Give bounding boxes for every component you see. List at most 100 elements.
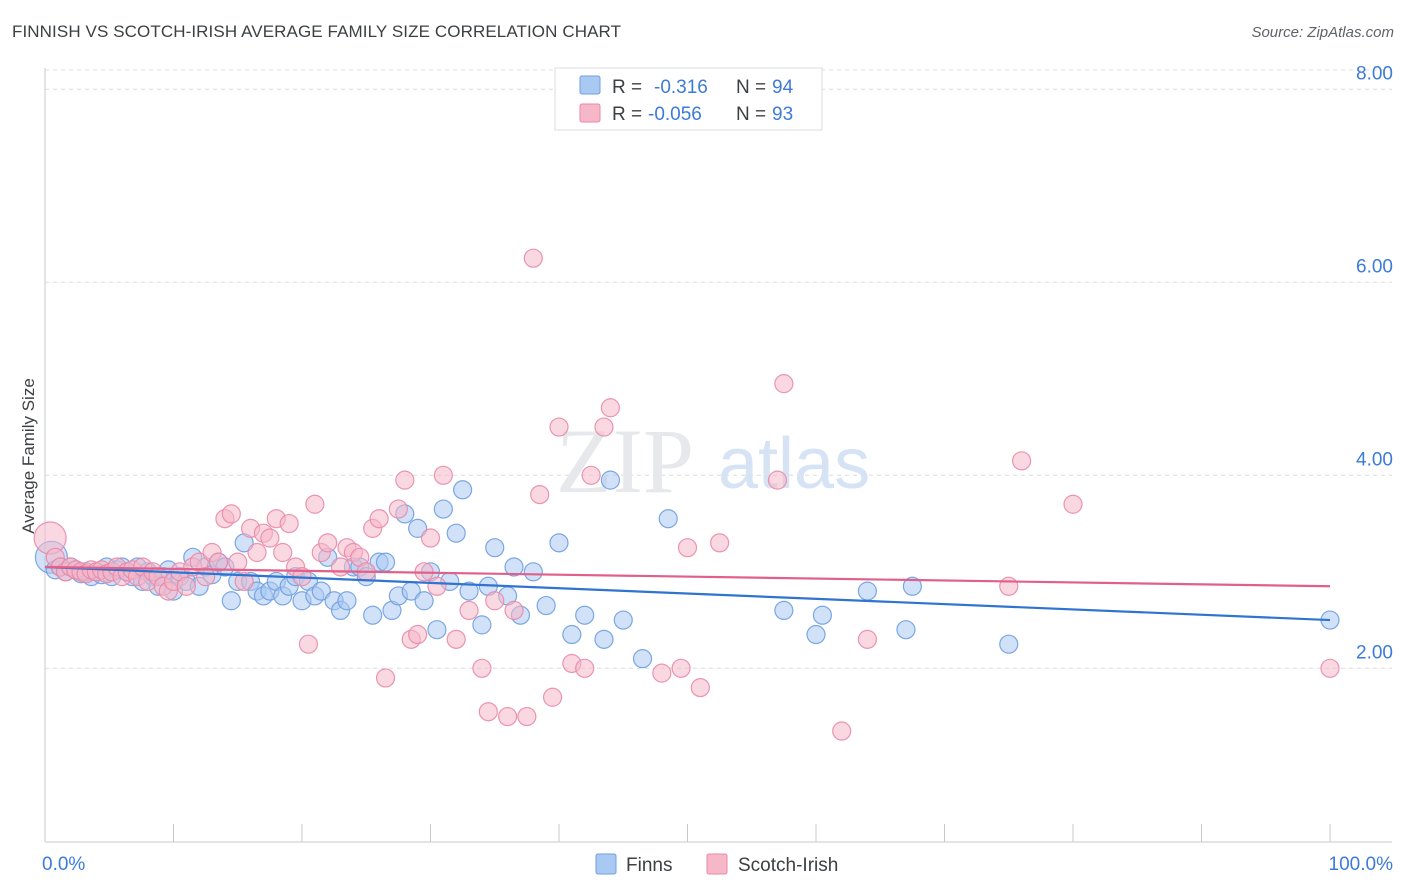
legend-r-value-finns: -0.316 — [654, 77, 708, 98]
scotch-irish-point — [542, 687, 563, 707]
y-tick-label: 4.00 — [1356, 449, 1393, 470]
scotch-irish-point — [408, 624, 428, 645]
bottom-legend-label-scotch-irish: Scotch-Irish — [738, 855, 838, 876]
scotch-irish-point — [196, 567, 216, 587]
finns-point — [632, 649, 653, 669]
legend-r-value-scotch-irish: -0.056 — [648, 104, 702, 125]
legend-n-label-finns: N = — [736, 77, 766, 98]
scotch-irish-point — [1011, 451, 1032, 471]
scotch-irish-point — [1320, 658, 1340, 678]
finns-point — [806, 624, 826, 645]
scotch-irish-point — [677, 538, 698, 558]
finns-point — [774, 600, 794, 621]
scotch-irish-point — [575, 658, 595, 678]
finns-point — [427, 620, 447, 640]
watermark: ZIP atlas — [556, 410, 870, 512]
axes — [44, 68, 1392, 843]
scotch-irish-point — [498, 706, 518, 727]
finns-point — [311, 581, 331, 601]
scotch-irish-point — [671, 658, 691, 678]
legend-n-value-scotch-irish: 93 — [772, 104, 793, 125]
scotch-irish-point — [710, 533, 730, 553]
finns-point — [523, 562, 543, 582]
finns-point — [594, 629, 614, 649]
scotch-irish-point — [420, 528, 441, 548]
finns-point — [414, 591, 434, 611]
scotch-irish-point — [279, 513, 299, 534]
scotch-irish-point — [530, 485, 550, 505]
scotch-irish-point — [485, 591, 505, 611]
y-tick-labels: 2.00 4.00 6.00 8.00 — [1356, 63, 1393, 663]
scotch-irish-point — [504, 600, 524, 621]
scotch-irish-point — [247, 542, 267, 563]
scotch-irish-point — [832, 721, 852, 741]
scotch-irish-point — [446, 629, 466, 649]
scotch-irish-point — [208, 552, 229, 572]
finns-point — [549, 533, 569, 553]
finns-point — [485, 538, 505, 558]
x-tick-label: 0.0% — [42, 854, 85, 875]
scotch-irish-point — [388, 499, 408, 519]
finns-point — [337, 591, 357, 611]
scotch-irish-point — [395, 470, 415, 490]
legend-swatch-finns — [579, 75, 601, 95]
finns-point — [896, 620, 916, 640]
watermark-zip: ZIP — [556, 410, 694, 512]
finns-point — [472, 615, 492, 635]
scotch-irish-point — [999, 576, 1019, 596]
scotch-irish-point — [427, 576, 447, 596]
finns-point — [902, 576, 922, 596]
finns-point — [375, 552, 396, 572]
finns-point — [536, 595, 556, 616]
finns-point — [658, 509, 678, 529]
scotch-irish-point — [549, 417, 569, 437]
finns-point — [446, 523, 466, 543]
legend-r-label-scotch-irish: R = — [612, 104, 642, 125]
finns-point — [433, 499, 453, 519]
bottom-legend: Finns Scotch-Irish — [595, 853, 838, 876]
bottom-legend-swatch-scotch-irish — [706, 853, 728, 875]
scotch-irish-trend-line — [44, 565, 1331, 588]
legend: R = -0.316 N = 94 R = -0.056 N = 93 — [554, 67, 823, 131]
scotch-irish-point — [472, 658, 492, 678]
finns-point — [600, 470, 621, 490]
scotch-irish-point — [767, 470, 788, 490]
scotch-irish-point — [330, 557, 351, 577]
scotch-irish-point — [234, 571, 254, 592]
scotch-irish-point — [375, 668, 396, 688]
scotch-irish-point — [260, 528, 280, 548]
scotch-irish-point — [652, 663, 672, 683]
scotch-irish-point — [176, 576, 196, 596]
legend-r-label-finns: R = — [612, 77, 642, 98]
scotch-irish-point — [690, 677, 710, 698]
scotch-irish-point — [517, 706, 537, 727]
x-tick-labels: 0.0% 100.0% — [42, 854, 1393, 875]
scotch-irish-point — [857, 629, 878, 649]
finns-point — [408, 518, 428, 538]
legend-n-value-finns: 94 — [772, 77, 794, 98]
scotch-irish-point — [298, 634, 319, 654]
y-tick-label: 6.00 — [1356, 256, 1393, 277]
finns-point — [575, 605, 595, 625]
scotch-irish-point — [318, 533, 338, 553]
finns-point — [857, 581, 878, 601]
scotch-irish-point — [581, 465, 601, 485]
finns-point — [363, 605, 383, 625]
scotch-irish-point — [221, 504, 241, 524]
chart-title: FINNISH VS SCOTCH-IRISH AVERAGE FAMILY S… — [12, 22, 622, 41]
scotch-irish-point — [600, 398, 621, 418]
y-tick-label: 2.00 — [1356, 642, 1393, 663]
legend-n-label-scotch-irish: N = — [736, 104, 766, 125]
finns-point — [453, 480, 473, 500]
y-axis-label: Average Family Size — [19, 378, 38, 534]
finns-point — [613, 610, 633, 630]
trend-lines — [44, 565, 1331, 622]
finns-point — [504, 557, 524, 577]
scotch-irish-point — [273, 542, 293, 563]
scotch-irish-point — [459, 600, 479, 621]
finns-point — [999, 634, 1019, 654]
scotch-irish-point — [594, 417, 614, 437]
scotch-irish-point — [369, 509, 389, 529]
finns-point — [562, 624, 582, 645]
